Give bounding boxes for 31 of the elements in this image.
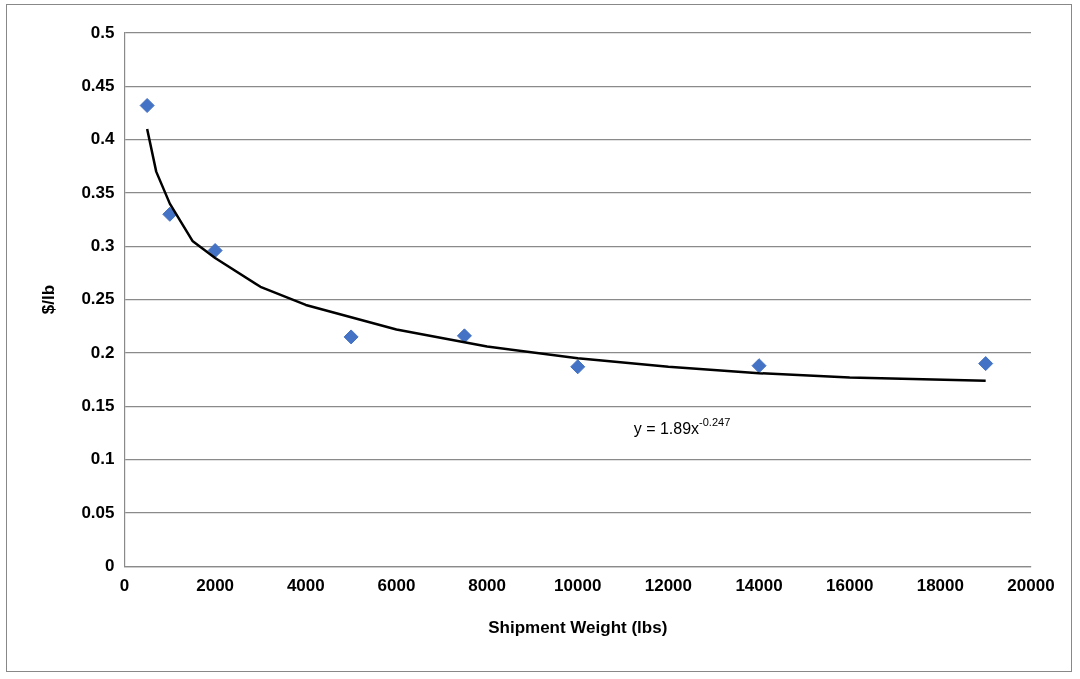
x-axis-title: Shipment Weight (lbs) xyxy=(488,618,668,638)
y-tick-label: 0.25 xyxy=(81,289,115,309)
point xyxy=(751,358,767,374)
y-tick-label: 0.45 xyxy=(81,76,115,96)
x-tick-label: 12000 xyxy=(644,576,693,596)
x-tick-label: 6000 xyxy=(377,576,416,596)
y-tick-label: 0.1 xyxy=(90,449,115,469)
y-tick-label: 0.3 xyxy=(90,235,115,255)
x-tick-label: 8000 xyxy=(468,576,507,596)
y-axis-title: $/lb xyxy=(38,284,58,315)
point xyxy=(162,206,178,222)
point xyxy=(978,356,994,372)
x-tick-label: 14000 xyxy=(735,576,783,596)
y-tick-label: 0.4 xyxy=(90,129,116,149)
point xyxy=(570,359,586,375)
x-tick-label: 16000 xyxy=(826,576,874,596)
y-tick-label: 0 xyxy=(105,555,115,575)
point xyxy=(343,329,359,345)
y-tick-label: 0.05 xyxy=(81,502,115,522)
y-tick-label: 0.35 xyxy=(81,182,115,202)
x-tick-label: 18000 xyxy=(916,576,964,596)
point xyxy=(456,328,472,344)
x-tick-label: 0 xyxy=(119,576,130,596)
x-tick-label: 4000 xyxy=(286,576,325,596)
y-tick-label: 0.5 xyxy=(90,22,115,42)
point xyxy=(139,98,155,114)
y-tick-label: 0.15 xyxy=(81,395,115,415)
x-tick-label: 2000 xyxy=(196,576,235,596)
x-tick-label: 10000 xyxy=(554,576,602,596)
x-tick-label: 20000 xyxy=(1007,576,1055,596)
y-tick-label: 0.2 xyxy=(90,342,115,362)
